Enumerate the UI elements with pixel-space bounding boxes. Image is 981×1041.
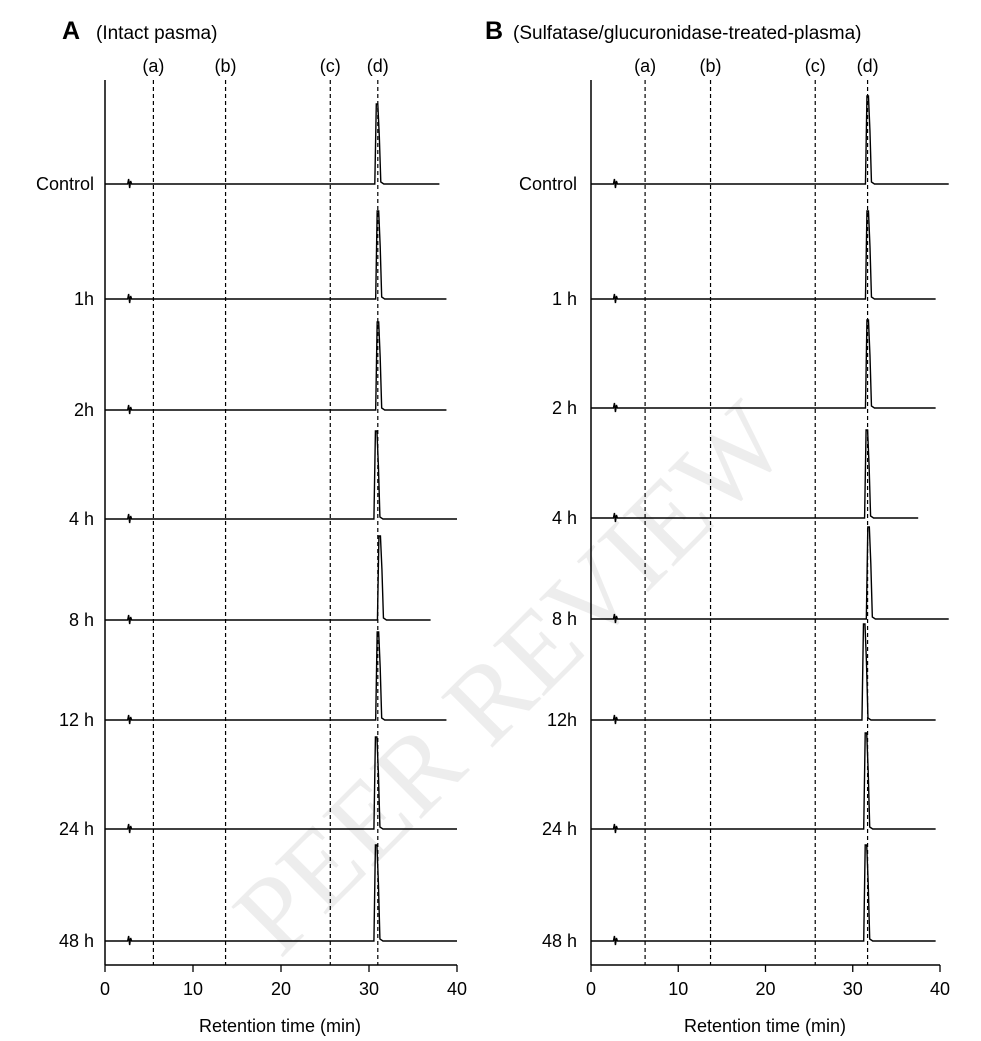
reference-line-label: (b) [700,56,722,76]
series-label: 2h [74,400,94,420]
panel-title: (Intact pasma) [96,23,217,44]
series-label: 8 h [69,610,94,630]
x-tick-label: 20 [755,979,775,999]
series-label: 4 h [69,509,94,529]
series-label: Control [519,174,577,194]
series-label: 1 h [552,289,577,309]
chromatogram-trace [105,321,447,415]
series-label: 12h [547,710,577,730]
x-tick-label: 40 [930,979,950,999]
reference-line-label: (d) [857,56,879,76]
panel-label: B [485,17,503,45]
watermark: PEER REVIEW [211,379,809,977]
reference-line-label: (d) [367,56,389,76]
reference-line-label: (c) [320,56,341,76]
panel-label: A [62,17,80,45]
chromatogram-trace [105,736,457,834]
chromatogram-trace [591,526,949,624]
chromatogram-trace [591,210,936,304]
x-tick-label: 20 [271,979,291,999]
x-tick-label: 0 [100,979,110,999]
chromatogram-trace [591,429,919,523]
chromatogram-trace [105,535,431,625]
series-label: 1h [74,289,94,309]
chromatogram-trace [105,430,457,524]
chromatogram-trace [105,210,447,304]
chromatogram-trace [591,732,936,834]
x-tick-label: 30 [359,979,379,999]
series-label: 48 h [542,931,577,951]
x-tick-label: 10 [183,979,203,999]
series-label: Control [36,174,94,194]
panel-title: (Sulfatase/glucuronidase-treated-plasma) [513,23,862,44]
series-label: 24 h [542,819,577,839]
series-label: 4 h [552,508,577,528]
series-label: 8 h [552,609,577,629]
series-label: 24 h [59,819,94,839]
reference-line-label: (b) [215,56,237,76]
x-tick-label: 30 [843,979,863,999]
series-label: 48 h [59,931,94,951]
chromatogram-trace [591,319,936,413]
x-tick-label: 40 [447,979,467,999]
reference-line-label: (a) [142,56,164,76]
x-axis-label: Retention time (min) [684,1016,846,1036]
reference-line-label: (a) [634,56,656,76]
chromatogram-trace [105,103,440,189]
panel-a: A (Intact pasma) Retention time (min) 0 1… [36,17,467,1036]
chromatogram-trace [105,844,457,946]
x-tick-label: 10 [668,979,688,999]
reference-line-label: (c) [805,56,826,76]
chromatogram-trace [105,631,447,725]
panel-b: B (Sulfatase/glucuronidase-treated-plasm… [485,17,950,1036]
chromatogram-trace [591,95,949,189]
series-label: 2 h [552,398,577,418]
series-label: 12 h [59,710,94,730]
x-axis-label: Retention time (min) [199,1016,361,1036]
x-tick-label: 0 [586,979,596,999]
chromatogram-trace [591,623,936,725]
chromatogram-trace [591,844,936,946]
